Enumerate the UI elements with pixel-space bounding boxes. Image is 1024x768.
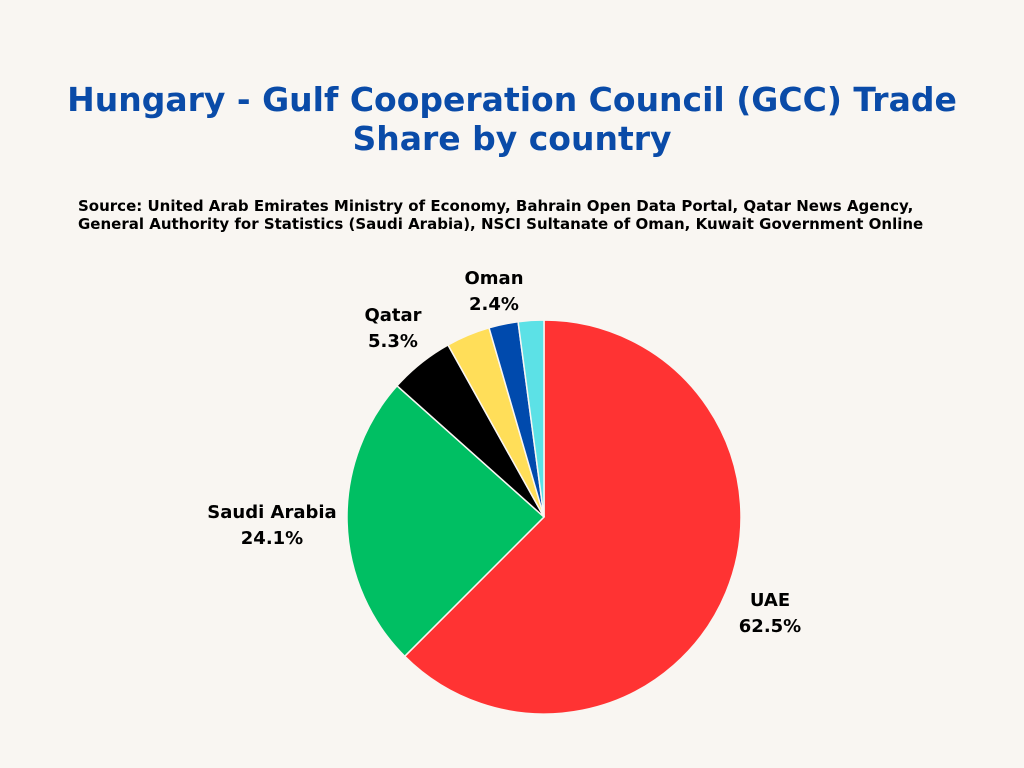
slice-label-saudi-arabia: Saudi Arabia [207, 502, 336, 523]
pie-labels: UAE 62.5% Saudi Arabia 24.1% Qatar 5.3% Oman 2.… [207, 268, 801, 637]
slice-value-oman: 2.4% [469, 294, 519, 315]
slice-label-oman: Oman [464, 268, 523, 289]
chart-title: Hungary - Gulf Cooperation Council (GCC)… [67, 80, 957, 158]
slice-value-qatar: 5.3% [368, 331, 418, 352]
slice-value-uae: 62.5% [739, 616, 801, 637]
pie-slice-unlabeled-5 [517, 319, 545, 518]
source-note: Source: United Arab Emirates Ministry of… [78, 197, 924, 233]
slice-label-qatar: Qatar [364, 305, 421, 326]
pie-slice-saudi-arabia [346, 384, 546, 658]
slice-value-saudi-arabia: 24.1% [241, 528, 303, 549]
slice-label-uae: UAE [750, 590, 790, 611]
pie-slice-uae [403, 319, 742, 715]
pie-slices [346, 319, 742, 715]
